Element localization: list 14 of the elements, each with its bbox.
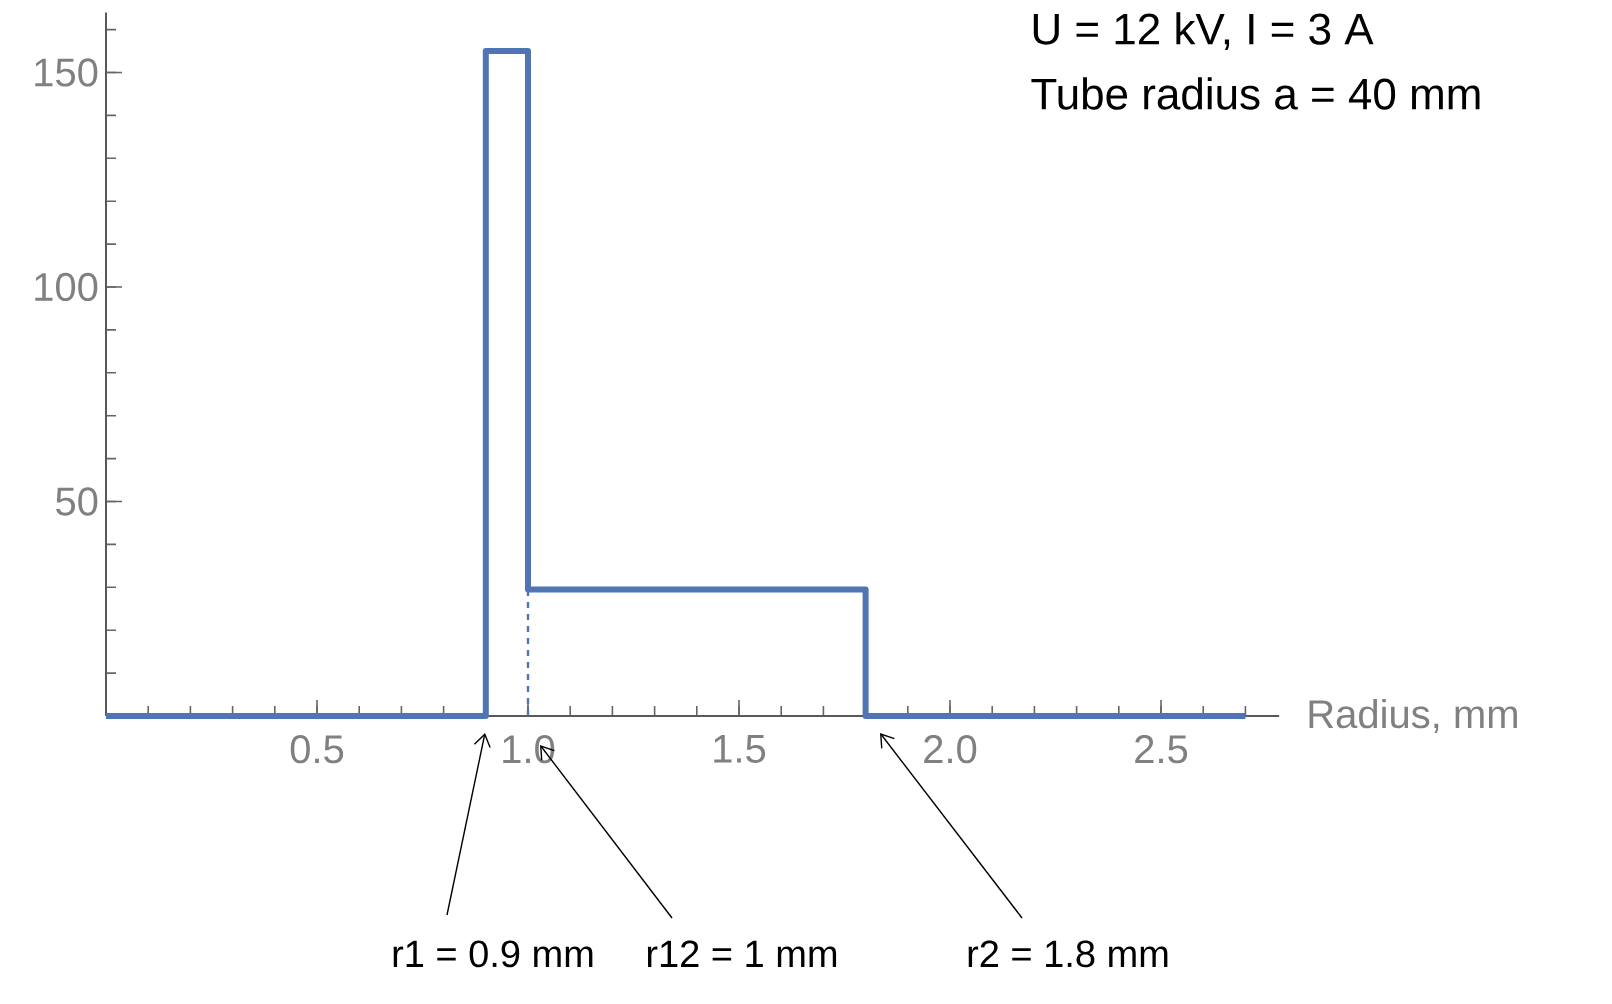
x-axis-title: Radius, mm <box>1309 698 1517 734</box>
text: r2 = 1.8 mm <box>968 940 1168 968</box>
y-tick-label: 150 <box>35 58 98 87</box>
text: r1 = 0.9 mm <box>393 940 593 968</box>
x-tick-label: 0.5 <box>290 735 344 764</box>
annotation: Tube radius a = 40 mm <box>1031 77 1480 110</box>
y-tick-label: 100 <box>35 272 98 302</box>
x-tick-label: 1.0 <box>503 735 555 764</box>
y-tick-label: 50 <box>56 487 98 516</box>
x-tick-label: 1.5 <box>714 735 766 763</box>
x-tick-label: 2.0 <box>924 735 977 764</box>
annotation: U = 12 kV, I = 3 A <box>1033 12 1374 50</box>
x-tick-label: 2.5 <box>1135 735 1188 764</box>
text: r12 = 1 mm <box>647 940 837 967</box>
